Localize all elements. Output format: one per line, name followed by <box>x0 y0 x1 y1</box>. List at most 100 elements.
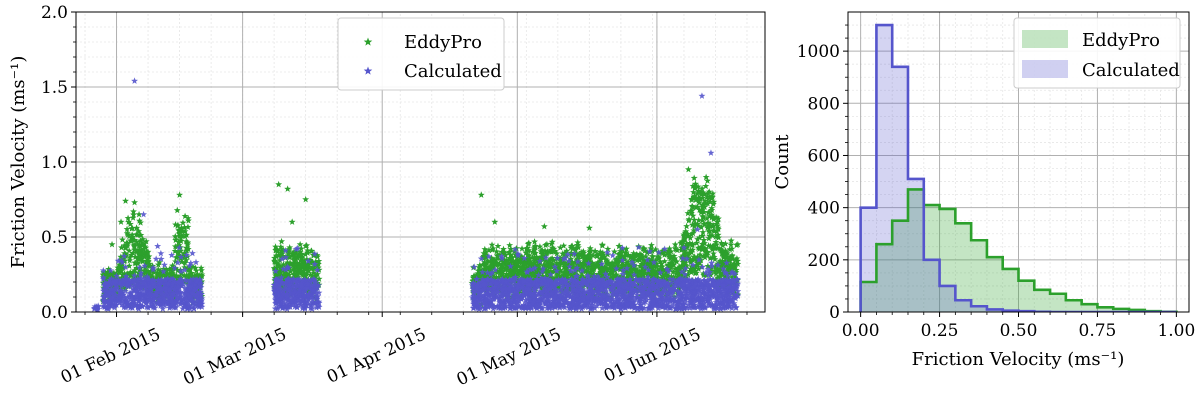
calculated-point <box>655 279 663 286</box>
calculated-point <box>684 301 692 308</box>
calculated-point <box>130 286 138 293</box>
eddypro-point <box>139 257 147 265</box>
eddypro-point <box>699 213 707 221</box>
eddypro-point <box>198 266 205 274</box>
eddypro-point <box>160 265 168 273</box>
eddypro-point <box>541 252 549 259</box>
eddypro-point <box>702 182 710 190</box>
calculated-point <box>198 290 205 298</box>
eddypro-point <box>298 261 306 269</box>
calculated-point <box>559 301 567 309</box>
calculated-point <box>309 295 317 303</box>
calculated-point <box>144 276 152 283</box>
eddypro-point <box>630 249 638 257</box>
calculated-point <box>189 299 197 307</box>
calculated-point <box>125 276 133 284</box>
eddypro-point <box>653 263 661 270</box>
calculated-point <box>272 291 280 298</box>
eddypro-point <box>133 264 141 272</box>
calculated-point <box>151 291 159 298</box>
eddypro-point <box>669 258 677 266</box>
eddypro-point <box>624 258 632 265</box>
eddypro-point <box>502 266 510 273</box>
eddypro-point <box>664 272 672 279</box>
eddypro-point <box>694 235 701 243</box>
eddypro-point <box>669 254 677 262</box>
eddypro-point <box>727 237 735 244</box>
calculated-point <box>153 289 161 296</box>
eddypro-point <box>699 194 706 202</box>
eddypro-point <box>302 195 310 203</box>
eddypro-point <box>581 267 589 274</box>
calculated-point <box>131 280 139 288</box>
eddypro-point <box>531 242 539 249</box>
eddypro-point <box>291 270 298 277</box>
eddypro-point <box>304 246 311 254</box>
calculated-point <box>188 296 196 304</box>
eddypro-point <box>545 256 553 264</box>
calculated-point <box>99 267 107 274</box>
calculated-point <box>147 298 155 305</box>
calculated-point <box>290 281 298 289</box>
calculated-point <box>505 279 513 287</box>
eddypro-point <box>171 247 179 255</box>
calculated-point <box>183 290 191 297</box>
eddypro-point <box>492 273 500 281</box>
eddypro-point <box>605 260 612 267</box>
eddypro-point <box>569 258 577 266</box>
calculated-point <box>484 303 492 311</box>
eddypro-point <box>693 190 701 197</box>
eddypro-point <box>192 264 199 271</box>
eddypro-point <box>615 253 623 261</box>
calculated-point <box>112 272 120 279</box>
calculated-point <box>142 300 150 307</box>
eddypro-point <box>489 245 497 252</box>
eddypro-point <box>668 259 675 267</box>
eddypro-point <box>634 281 642 288</box>
calculated-point <box>148 277 156 285</box>
eddypro-point <box>717 246 725 253</box>
eddypro-point <box>512 277 520 285</box>
eddypro-point <box>172 236 180 244</box>
eddypro-point <box>616 249 624 257</box>
calculated-point <box>308 281 315 289</box>
eddypro-point <box>692 262 700 270</box>
calculated-point <box>194 290 202 297</box>
calculated-point <box>289 289 297 297</box>
calculated-point <box>293 282 301 290</box>
eddypro-point <box>697 188 705 195</box>
calculated-point <box>304 280 311 287</box>
calculated-point <box>99 293 107 301</box>
eddypro-point <box>282 269 290 277</box>
eddypro-point <box>678 262 686 269</box>
calculated-point <box>295 286 303 293</box>
eddypro-point <box>557 255 564 263</box>
calculated-point <box>280 287 287 294</box>
eddypro-point <box>536 265 544 273</box>
eddypro-point <box>630 251 638 259</box>
eddypro-point <box>306 256 314 264</box>
eddypro-point <box>690 253 698 261</box>
eddypro-point <box>300 261 308 269</box>
eddypro-point <box>694 253 701 260</box>
eddypro-point <box>575 243 582 251</box>
eddypro-point <box>514 262 522 270</box>
eddypro-point <box>278 283 286 290</box>
eddypro-point <box>712 238 720 246</box>
calculated-point <box>116 287 124 294</box>
calculated-point <box>141 278 149 285</box>
calculated-point <box>177 296 185 303</box>
calculated-point <box>139 292 147 299</box>
calculated-point <box>138 284 145 292</box>
eddypro-point <box>659 272 667 280</box>
calculated-point <box>187 259 195 267</box>
calculated-point <box>726 276 734 284</box>
eddypro-point <box>594 261 602 269</box>
eddypro-point <box>140 267 148 274</box>
calculated-point <box>302 284 310 291</box>
calculated-point <box>110 304 118 311</box>
calculated-point <box>695 277 702 285</box>
eddypro-point <box>483 259 491 267</box>
eddypro-point <box>632 267 639 274</box>
eddypro-point <box>177 247 185 255</box>
